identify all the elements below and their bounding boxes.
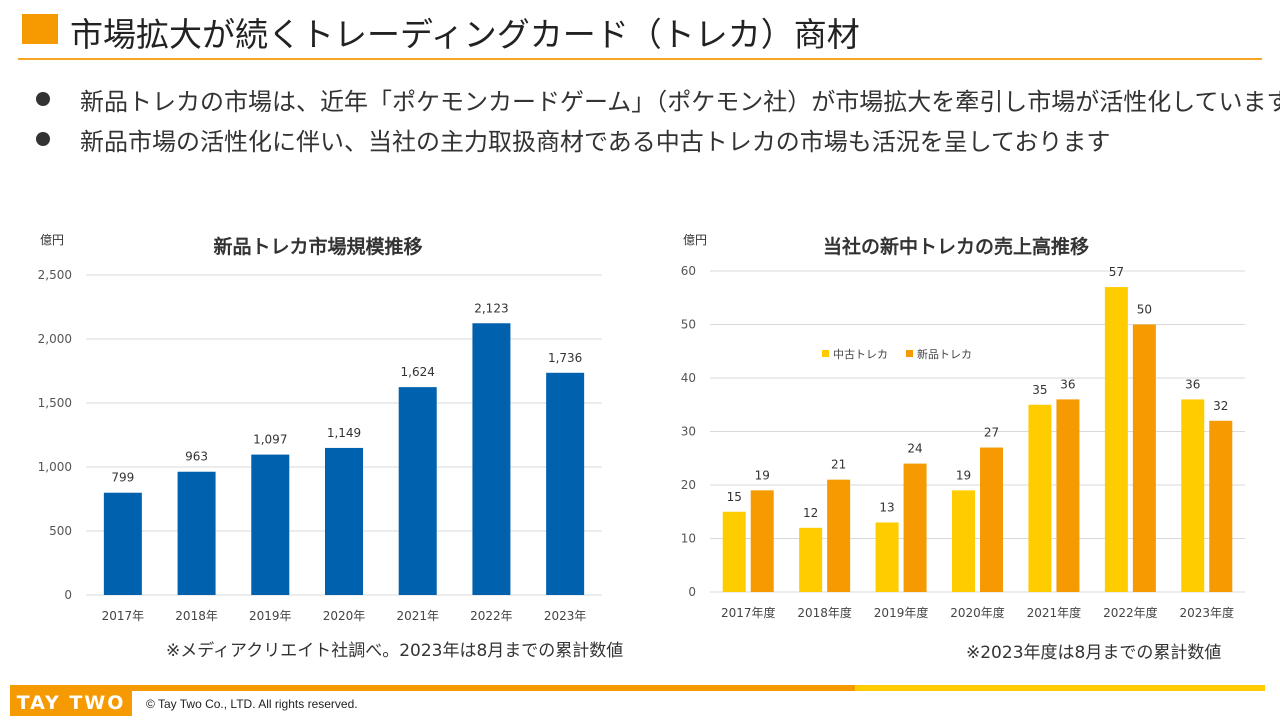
bar	[251, 454, 290, 595]
data-label: 799	[111, 471, 134, 485]
data-label: 12	[803, 506, 818, 520]
bullet-text: 新品市場の活性化に伴い、当社の主力取扱商材である中古トレカの市場も活況を呈してお…	[80, 128, 1111, 156]
data-label: 50	[1137, 303, 1152, 317]
bar	[1132, 324, 1156, 592]
bar	[1209, 420, 1233, 592]
bar	[103, 492, 142, 595]
market-size-chart: 新品トレカ市場規模推移 億円 0 500 1,000 1,500 2,000 2,500 799…	[38, 233, 602, 623]
bar	[1056, 399, 1080, 592]
x-tick-label: 2021年度	[1027, 605, 1082, 620]
bar	[903, 463, 927, 592]
data-label: 13	[879, 500, 894, 514]
bar	[799, 527, 823, 592]
data-label: 1,097	[253, 433, 287, 447]
y-tick-label: 2,500	[38, 268, 72, 282]
y-tick-label: 20	[681, 478, 696, 492]
bullet-text: 新品トレカの市場は、近年「ポケモンカードゲーム」（ポケモン社）が市場拡大を牽引し…	[80, 88, 1280, 116]
y-tick-label: 2,000	[38, 332, 72, 346]
x-tick-label: 2019年	[249, 609, 292, 623]
data-label: 963	[185, 450, 208, 464]
x-tick-label: 2017年度	[721, 605, 776, 620]
x-tick-label: 2018年	[175, 609, 218, 623]
company-logo: TAY TWO	[10, 691, 132, 716]
title-accent-square	[22, 14, 58, 44]
bullet-dot-icon	[36, 132, 50, 146]
data-label: 32	[1213, 399, 1228, 413]
data-label: 36	[1060, 377, 1075, 391]
data-label: 35	[1032, 383, 1047, 397]
bar	[325, 447, 363, 595]
x-tick-label: 2023年	[544, 609, 587, 623]
x-tick-label: 2022年度	[1103, 605, 1158, 620]
chart-title: 新品トレカ市場規模推移	[213, 235, 422, 258]
bar	[827, 479, 851, 592]
bar	[875, 522, 899, 592]
x-tick-label: 2017年	[102, 609, 145, 623]
legend-label: 新品トレカ	[917, 347, 972, 361]
y-tick-label: 40	[681, 371, 696, 385]
y-tick-label: 60	[681, 264, 696, 278]
y-tick-label: 0	[688, 585, 696, 599]
x-tick-label: 2022年	[470, 609, 513, 623]
unit-label: 億円	[40, 233, 64, 247]
y-tick-label: 1,000	[38, 460, 72, 474]
y-tick-label: 50	[681, 318, 696, 332]
data-label: 21	[831, 458, 846, 472]
data-label: 1,149	[327, 426, 361, 440]
x-tick-label: 2018年度	[797, 605, 852, 620]
sales-chart: 当社の新中トレカの売上高推移 億円 0 10 20 30 40 50 60 15 19 2017年度 1…	[681, 233, 1245, 620]
data-label: 15	[727, 490, 742, 504]
chart-note-market: ※メディアクリエイト社調べ。2023年は8月までの累計数値	[166, 641, 624, 661]
data-label: 57	[1109, 265, 1124, 279]
page-title: 市場拡大が続くトレーディングカード（トレカ）商材	[70, 15, 860, 54]
bullet-dot-icon	[36, 92, 50, 106]
x-tick-label: 2020年	[323, 609, 366, 623]
data-label: 27	[984, 426, 999, 440]
y-tick-label: 0	[64, 588, 72, 602]
bar	[398, 387, 437, 595]
y-tick-label: 30	[681, 425, 696, 439]
y-tick-label: 500	[49, 524, 72, 538]
footer-bar-yellow	[855, 685, 1265, 691]
x-tick-label: 2019年度	[874, 605, 929, 620]
x-tick-label: 2021年	[396, 609, 439, 623]
data-label: 2,123	[474, 301, 508, 315]
data-label: 19	[956, 468, 971, 482]
legend-swatch	[906, 350, 913, 357]
footer-bar-orange	[10, 685, 855, 691]
bar	[1104, 287, 1128, 592]
chart-title: 当社の新中トレカの売上高推移	[823, 235, 1089, 258]
data-label: 24	[907, 442, 922, 456]
bar	[177, 471, 216, 595]
bar	[1028, 404, 1052, 592]
x-tick-label: 2023年度	[1180, 605, 1235, 620]
bar	[980, 447, 1003, 592]
y-tick-label: 1,500	[38, 396, 72, 410]
bar	[750, 490, 774, 592]
bar	[546, 372, 585, 595]
legend-swatch	[822, 350, 829, 357]
data-label: 1,624	[401, 365, 435, 379]
bar	[472, 323, 511, 595]
data-label: 19	[755, 468, 770, 482]
bar	[722, 511, 746, 592]
data-label: 36	[1185, 377, 1200, 391]
legend-label: 中古トレカ	[833, 348, 888, 361]
title-underline	[18, 58, 1262, 60]
copyright-text: © Tay Two Co., LTD. All rights reserved.	[146, 697, 358, 711]
chart-note-sales: ※2023年度は8月までの累計数値	[966, 643, 1222, 663]
bar	[952, 490, 975, 592]
bar	[1181, 399, 1205, 592]
data-label: 1,736	[548, 351, 582, 365]
unit-label: 億円	[683, 233, 707, 247]
y-tick-label: 10	[681, 532, 696, 546]
x-tick-label: 2020年度	[950, 605, 1005, 620]
